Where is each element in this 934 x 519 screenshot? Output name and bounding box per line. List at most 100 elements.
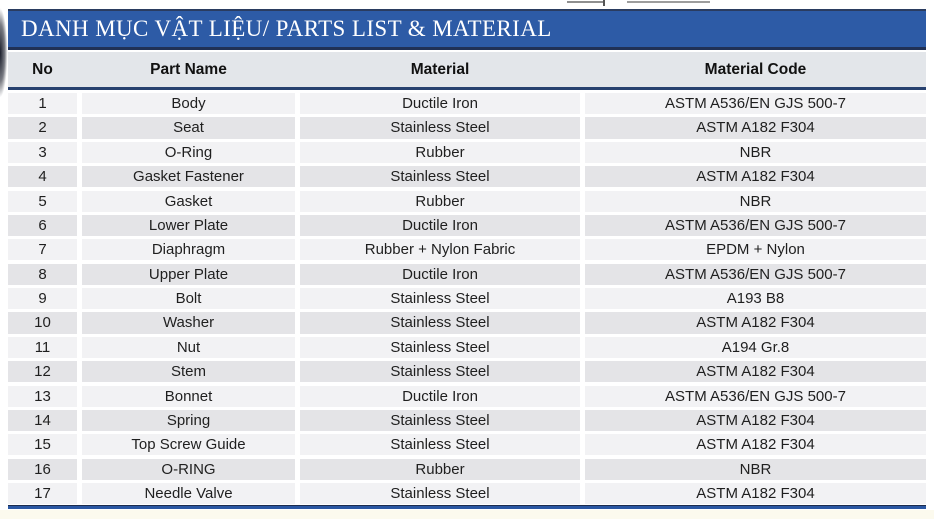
cell-part-name: Stem xyxy=(82,361,295,383)
cell-material-code: ASTM A182 F304 xyxy=(585,312,926,334)
cell-part-name: Gasket Fastener xyxy=(82,166,295,188)
table-row: 7 Diaphragm Rubber + Nylon Fabric EPDM +… xyxy=(8,239,926,261)
scan-artifact-page-curl xyxy=(0,6,8,110)
cell-material-code: ASTM A182 F304 xyxy=(585,117,926,139)
cell-part-name: Bolt xyxy=(82,288,295,310)
cell-material-code: ASTM A536/EN GJS 500-7 xyxy=(585,263,926,285)
cell-material-code: ASTM A536/EN GJS 500-7 xyxy=(585,214,926,237)
table-row: 12 Stem Stainless Steel ASTM A182 F304 xyxy=(8,361,926,383)
table-body: 1 Body Ductile Iron ASTM A536/EN GJS 500… xyxy=(8,93,926,507)
cell-material-code: ASTM A536/EN GJS 500-7 xyxy=(585,93,926,115)
cell-part-name: O-Ring xyxy=(82,141,295,163)
cell-material-code: EPDM + Nylon xyxy=(585,239,926,261)
cell-material: Stainless Steel xyxy=(300,361,580,383)
cell-material-code: ASTM A182 F304 xyxy=(585,166,926,188)
page-background-strip xyxy=(0,510,934,519)
cell-part-name: Nut xyxy=(82,336,295,358)
cell-part-name: Needle Valve xyxy=(82,483,295,505)
table-row: 3 O-Ring Rubber NBR xyxy=(8,141,926,163)
scan-artifact-top-line-left xyxy=(567,1,605,3)
cell-material-code: NBR xyxy=(585,190,926,212)
cell-no: 10 xyxy=(8,312,77,334)
cell-material-code: ASTM A182 F304 xyxy=(585,409,926,432)
cell-part-name: Seat xyxy=(82,117,295,139)
cell-no: 14 xyxy=(8,409,77,432)
column-header-part-name: Part Name xyxy=(150,60,227,78)
cell-material: Rubber xyxy=(300,141,580,163)
table-row: 4 Gasket Fastener Stainless Steel ASTM A… xyxy=(8,166,926,188)
cell-material-code: ASTM A536/EN GJS 500-7 xyxy=(585,385,926,407)
cell-part-name: Gasket xyxy=(82,190,295,212)
cell-no: 17 xyxy=(8,483,77,505)
scan-artifact-top-line-right xyxy=(627,1,710,3)
column-header-material-code: Material Code xyxy=(704,60,807,78)
table-header-row: No Part Name Material Material Code xyxy=(8,52,926,90)
cell-material: Stainless Steel xyxy=(300,166,580,188)
cell-part-name: Upper Plate xyxy=(82,263,295,285)
cell-material: Stainless Steel xyxy=(300,117,580,139)
cell-part-name: Washer xyxy=(82,312,295,334)
table-row: 10 Washer Stainless Steel ASTM A182 F304 xyxy=(8,312,926,334)
cell-material-code: ASTM A182 F304 xyxy=(585,434,926,456)
cell-part-name: Diaphragm xyxy=(82,239,295,261)
cell-material: Stainless Steel xyxy=(300,288,580,310)
cell-material: Stainless Steel xyxy=(300,483,580,505)
cell-part-name: O-RING xyxy=(82,458,295,480)
cell-no: 8 xyxy=(8,263,77,285)
cell-no: 15 xyxy=(8,434,77,456)
table-row: 1 Body Ductile Iron ASTM A536/EN GJS 500… xyxy=(8,93,926,115)
cell-part-name: Spring xyxy=(82,409,295,432)
cell-material: Ductile Iron xyxy=(300,385,580,407)
cell-material: Rubber xyxy=(300,458,580,480)
table-row: 2 Seat Stainless Steel ASTM A182 F304 xyxy=(8,117,926,139)
table-row: 14 Spring Stainless Steel ASTM A182 F304 xyxy=(8,409,926,432)
column-header-material: Material xyxy=(410,60,470,78)
cell-material: Rubber + Nylon Fabric xyxy=(300,239,580,261)
cell-material-code: A194 Gr.8 xyxy=(585,336,926,358)
cell-part-name: Bonnet xyxy=(82,385,295,407)
table-row: 17 Needle Valve Stainless Steel ASTM A18… xyxy=(8,483,926,505)
table-row: 11 Nut Stainless Steel A194 Gr.8 xyxy=(8,336,926,358)
cell-no: 7 xyxy=(8,239,77,261)
column-header-no: No xyxy=(32,60,53,78)
cell-material: Ductile Iron xyxy=(300,214,580,237)
cell-material-code: A193 B8 xyxy=(585,288,926,310)
cell-material: Ductile Iron xyxy=(300,93,580,115)
cell-no: 3 xyxy=(8,141,77,163)
page-title: DANH MỤC VẬT LIỆU/ PARTS LIST & MATERIAL xyxy=(21,16,552,41)
cell-material: Stainless Steel xyxy=(300,434,580,456)
cell-no: 6 xyxy=(8,214,77,237)
cell-part-name: Top Screw Guide xyxy=(82,434,295,456)
table-row: 6 Lower Plate Ductile Iron ASTM A536/EN … xyxy=(8,214,926,237)
cell-no: 12 xyxy=(8,361,77,383)
cell-material: Rubber xyxy=(300,190,580,212)
cell-material: Stainless Steel xyxy=(300,336,580,358)
cell-no: 1 xyxy=(8,93,77,115)
table-row: 15 Top Screw Guide Stainless Steel ASTM … xyxy=(8,434,926,456)
cell-part-name: Body xyxy=(82,93,295,115)
cell-no: 2 xyxy=(8,117,77,139)
cell-no: 11 xyxy=(8,336,77,358)
table-row: 5 Gasket Rubber NBR xyxy=(8,190,926,212)
table-row: 9 Bolt Stainless Steel A193 B8 xyxy=(8,288,926,310)
cell-material-code: ASTM A182 F304 xyxy=(585,483,926,505)
cell-material: Ductile Iron xyxy=(300,263,580,285)
cell-material-code: NBR xyxy=(585,141,926,163)
table-title-banner: DANH MỤC VẬT LIỆU/ PARTS LIST & MATERIAL xyxy=(8,9,926,50)
cell-material-code: NBR xyxy=(585,458,926,480)
cell-no: 5 xyxy=(8,190,77,212)
cell-no: 13 xyxy=(8,385,77,407)
cell-material-code: ASTM A182 F304 xyxy=(585,361,926,383)
cell-no: 9 xyxy=(8,288,77,310)
scan-artifact-top-tick xyxy=(603,0,605,6)
cell-no: 16 xyxy=(8,458,77,480)
cell-part-name: Lower Plate xyxy=(82,214,295,237)
table-bottom-border xyxy=(8,505,926,509)
table-row: 8 Upper Plate Ductile Iron ASTM A536/EN … xyxy=(8,263,926,285)
cell-material: Stainless Steel xyxy=(300,409,580,432)
cell-no: 4 xyxy=(8,166,77,188)
cell-material: Stainless Steel xyxy=(300,312,580,334)
table-row: 16 O-RING Rubber NBR xyxy=(8,458,926,480)
table-row: 13 Bonnet Ductile Iron ASTM A536/EN GJS … xyxy=(8,385,926,407)
